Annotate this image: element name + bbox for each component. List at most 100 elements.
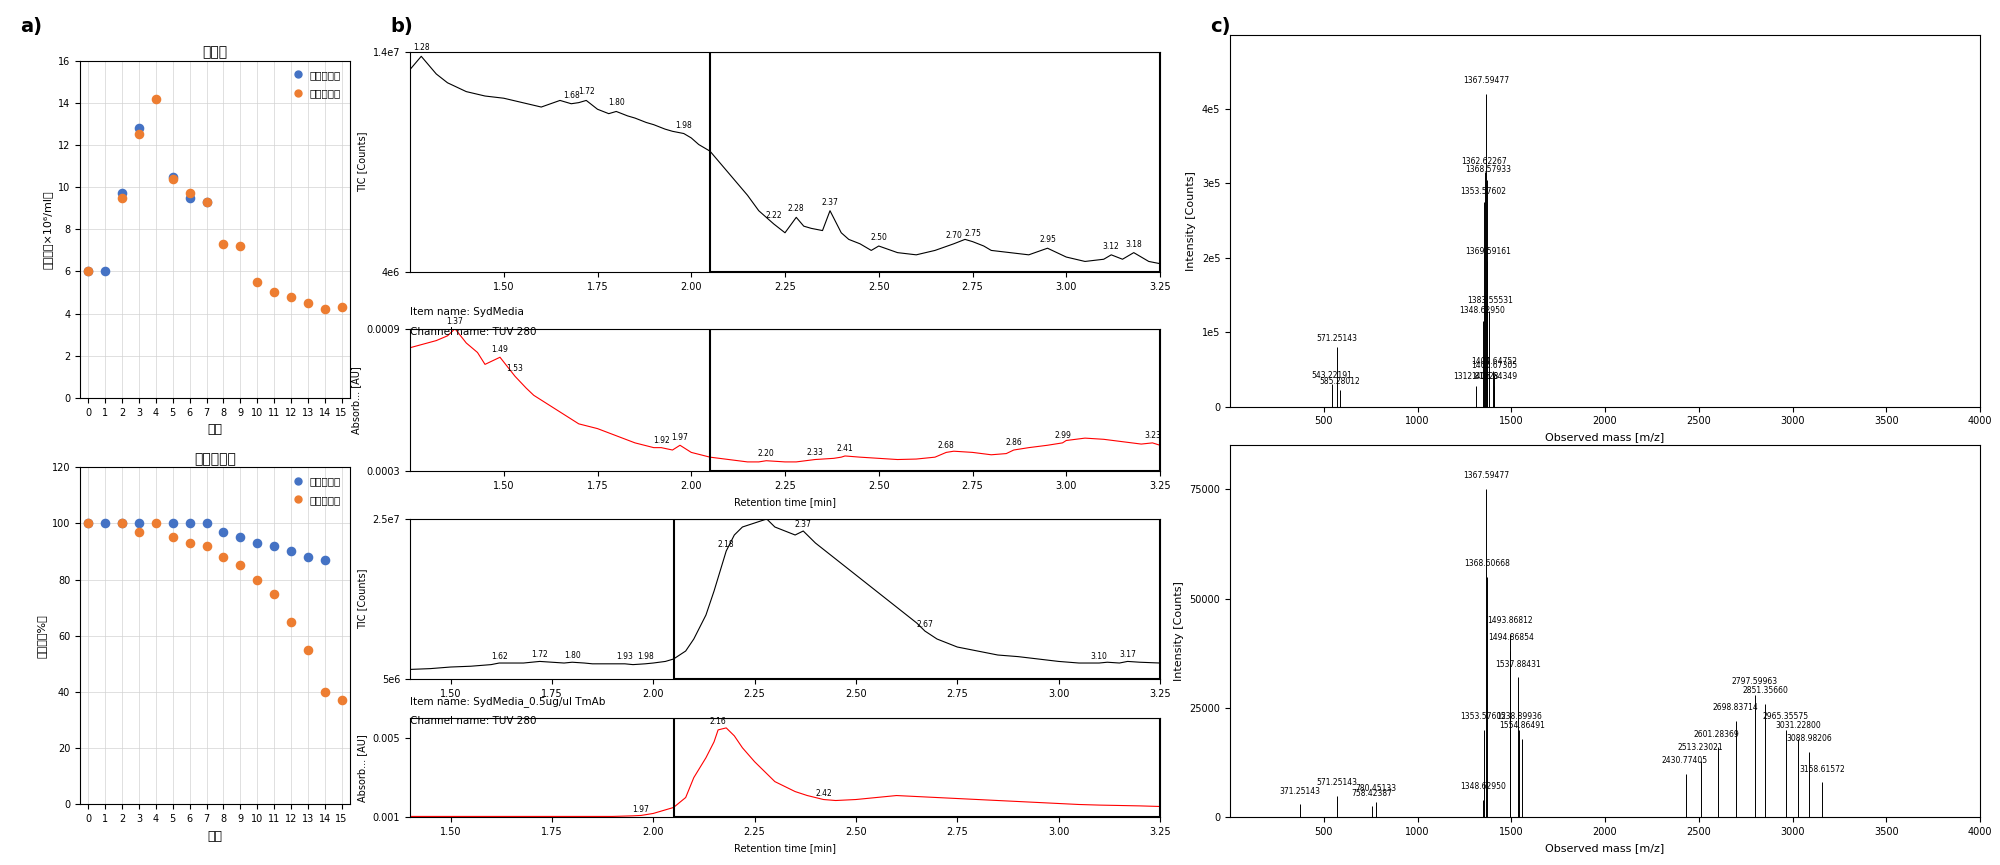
Text: 3.18: 3.18 (1126, 240, 1142, 248)
Point (242, 573, 274, 586)
Text: 2797.59963: 2797.59963 (1732, 677, 1778, 686)
Text: 3.17: 3.17 (1120, 650, 1136, 659)
Text: 1537.88431: 1537.88431 (1496, 660, 1542, 669)
Point (208, 550, 240, 564)
Text: 2.70: 2.70 (946, 231, 962, 240)
Text: 571.25143: 571.25143 (1316, 778, 1358, 787)
Text: 1.53: 1.53 (506, 364, 524, 374)
Text: 543.22191: 543.22191 (1312, 371, 1352, 380)
Text: 1353.57602: 1353.57602 (1460, 712, 1506, 721)
Text: 2.50: 2.50 (870, 233, 888, 242)
Point (72, 265, 104, 279)
Text: 1.37: 1.37 (446, 317, 464, 326)
Y-axis label: Intensity [Counts]: Intensity [Counts] (1186, 170, 1196, 271)
Text: 1367.59477: 1367.59477 (1464, 76, 1510, 85)
Point (190, 195, 222, 208)
Bar (710, 329, 1160, 471)
Text: 1.68: 1.68 (562, 91, 580, 99)
Point (242, 275, 274, 289)
Point (308, 685, 340, 699)
X-axis label: 日数: 日数 (208, 830, 222, 843)
Point (258, 539, 290, 553)
Text: 2.16: 2.16 (710, 717, 726, 727)
Text: 2851.35660: 2851.35660 (1742, 686, 1788, 695)
Y-axis label: TIC [Counts]: TIC [Counts] (358, 132, 368, 192)
Point (140, 516, 172, 530)
Point (174, 516, 206, 530)
Point (292, 643, 324, 657)
Text: 1.80: 1.80 (564, 650, 580, 660)
Text: 1493.86812: 1493.86812 (1488, 616, 1532, 625)
Y-axis label: 細胞数（×10⁶/ml）: 細胞数（×10⁶/ml） (42, 190, 52, 268)
Point (242, 536, 274, 550)
Point (106, 187, 138, 201)
Text: 2.37: 2.37 (794, 520, 812, 529)
Point (72, 265, 104, 279)
Text: 1348.62950: 1348.62950 (1460, 782, 1506, 791)
Point (190, 539, 222, 553)
Point (174, 190, 206, 204)
Point (156, 530, 188, 544)
Text: 1.98: 1.98 (636, 652, 654, 662)
Point (156, 170, 188, 183)
Point (258, 285, 290, 299)
Text: 1494.86854: 1494.86854 (1488, 633, 1534, 643)
Point (326, 694, 358, 708)
Y-axis label: TIC [Counts]: TIC [Counts] (356, 569, 366, 629)
Text: Channel name: TUV 280: Channel name: TUV 280 (410, 327, 536, 337)
Point (224, 239, 256, 253)
Text: 780.45133: 780.45133 (1356, 785, 1396, 793)
Text: 3.23: 3.23 (1144, 431, 1160, 440)
X-axis label: Retention time [min]: Retention time [min] (734, 843, 836, 853)
Text: 1.72: 1.72 (578, 87, 594, 97)
Title: 細胞生存率: 細胞生存率 (194, 452, 236, 466)
Text: 1406.64349: 1406.64349 (1472, 372, 1518, 381)
Title: 細胞数: 細胞数 (202, 45, 228, 60)
Point (72, 516, 104, 530)
Text: 2601.28369: 2601.28369 (1694, 730, 1740, 739)
Text: 1353.57602: 1353.57602 (1460, 187, 1506, 196)
Text: 1405.67305: 1405.67305 (1472, 361, 1518, 370)
Point (106, 516, 138, 530)
X-axis label: Observed mass [m/z]: Observed mass [m/z] (1546, 432, 1664, 442)
Point (308, 303, 340, 317)
Bar (674, 718, 1160, 817)
Text: 2.68: 2.68 (938, 440, 954, 450)
Text: 585.28012: 585.28012 (1320, 377, 1360, 386)
Y-axis label: Absorb... [AU]: Absorb... [AU] (352, 366, 362, 434)
Point (258, 586, 290, 600)
Point (90, 516, 122, 530)
Text: 1369.59161: 1369.59161 (1464, 247, 1510, 255)
Text: 1367.59477: 1367.59477 (1464, 471, 1510, 480)
Text: 1554.86491: 1554.86491 (1500, 721, 1546, 730)
X-axis label: 日数: 日数 (208, 423, 222, 436)
Point (326, 300, 358, 314)
Text: 2.41: 2.41 (836, 444, 854, 453)
Point (124, 127, 156, 141)
Text: a): a) (20, 17, 42, 36)
Point (292, 296, 324, 310)
Text: 1.62: 1.62 (490, 651, 508, 661)
Point (274, 545, 306, 559)
Text: c): c) (1210, 17, 1230, 36)
Text: 2.18: 2.18 (718, 540, 734, 548)
Y-axis label: Absorb... [AU]: Absorb... [AU] (358, 734, 368, 802)
Text: 2430.77405: 2430.77405 (1662, 756, 1708, 765)
Bar (674, 519, 1160, 679)
Text: 1.97: 1.97 (632, 804, 650, 814)
Text: Item name: SydMedia: Item name: SydMedia (410, 307, 524, 317)
Text: 2.42: 2.42 (816, 789, 832, 798)
Text: 2698.83714: 2698.83714 (1712, 703, 1758, 713)
Text: 571.25143: 571.25143 (1316, 334, 1358, 343)
Text: Item name: SydMedia_0.5ug/ul TmAb: Item name: SydMedia_0.5ug/ul TmAb (410, 696, 606, 708)
Point (224, 559, 256, 573)
Point (174, 187, 206, 201)
Text: 3031.22800: 3031.22800 (1776, 721, 1822, 730)
Point (106, 190, 138, 204)
Text: 1.93: 1.93 (616, 652, 634, 662)
Point (124, 121, 156, 135)
Point (106, 516, 138, 530)
Text: 2965.35575: 2965.35575 (1762, 712, 1810, 721)
Text: 1.80: 1.80 (608, 99, 624, 107)
Point (292, 550, 324, 564)
